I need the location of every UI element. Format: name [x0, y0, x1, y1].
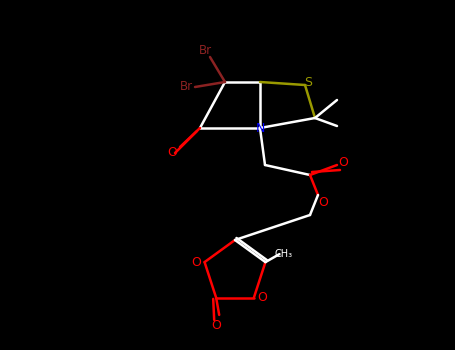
- Text: O: O: [211, 320, 221, 332]
- Text: S: S: [304, 76, 312, 89]
- Text: O: O: [192, 256, 202, 268]
- Text: O: O: [167, 146, 177, 159]
- Text: Br: Br: [180, 80, 193, 93]
- Text: O: O: [338, 155, 348, 168]
- Text: Br: Br: [198, 43, 212, 56]
- Text: O: O: [318, 196, 328, 210]
- Text: N: N: [255, 121, 265, 134]
- Text: CH₃: CH₃: [274, 249, 293, 259]
- Text: O: O: [257, 292, 267, 304]
